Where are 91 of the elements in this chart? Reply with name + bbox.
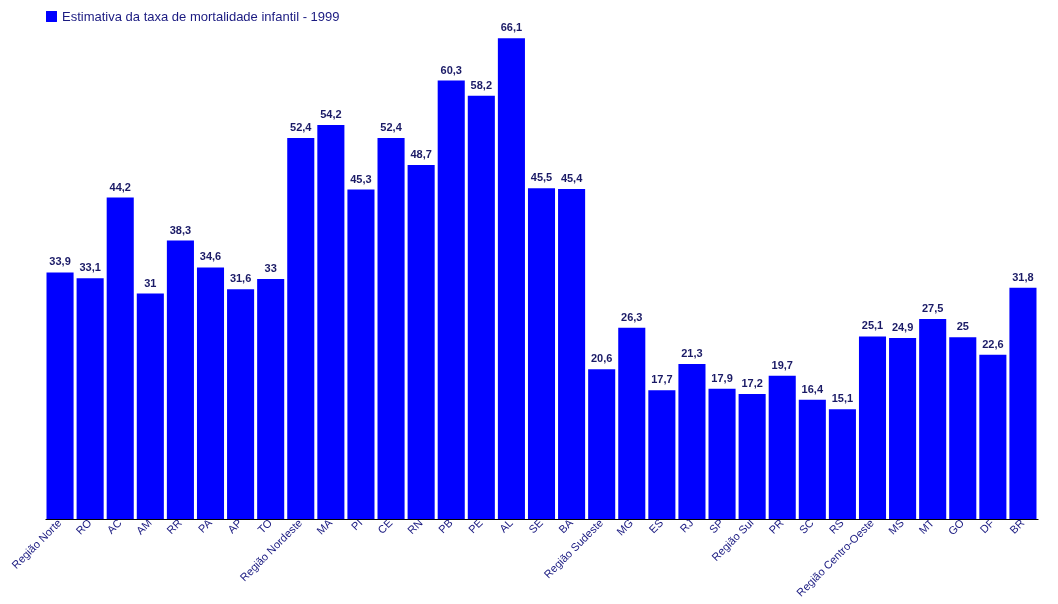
data-label: 31 xyxy=(144,276,157,289)
data-label: 45,3 xyxy=(350,172,372,185)
x-tick-label: AC xyxy=(104,516,124,536)
bar xyxy=(106,197,134,519)
bar xyxy=(76,278,104,519)
x-tick-label: PR xyxy=(766,516,786,536)
x-tick-label: AM xyxy=(133,516,154,537)
x-tick-label: SC xyxy=(796,516,816,536)
x-tick-label: ES xyxy=(646,516,666,536)
x-tick-label: MT xyxy=(916,516,937,537)
data-label: 24,9 xyxy=(891,320,914,333)
data-label: 52,4 xyxy=(380,120,403,133)
bar xyxy=(437,80,465,519)
x-tick-label: SE xyxy=(526,516,546,536)
data-label: 17,2 xyxy=(741,376,763,389)
bar xyxy=(257,279,285,519)
bar xyxy=(317,124,345,519)
data-label: 25 xyxy=(956,320,969,333)
data-label: 33 xyxy=(264,262,277,275)
x-tick-label: RR xyxy=(164,516,184,537)
bar xyxy=(708,388,736,519)
x-tick-label: RN xyxy=(404,516,425,537)
x-tick-label: DF xyxy=(977,516,997,536)
bar xyxy=(558,188,586,519)
x-tick-label: MS xyxy=(885,516,907,537)
x-tick-label: RO xyxy=(73,516,94,537)
data-label: 34,6 xyxy=(199,250,222,263)
bar xyxy=(738,393,766,519)
data-label: 17,9 xyxy=(711,371,733,384)
data-label: 58,2 xyxy=(470,78,493,91)
data-label: 52,4 xyxy=(290,120,313,133)
bar xyxy=(136,293,164,519)
x-tick-label: CE xyxy=(375,516,395,536)
bar xyxy=(858,336,887,519)
bar xyxy=(768,375,796,519)
data-label: 66,1 xyxy=(500,21,523,34)
x-tick-label: PA xyxy=(195,516,215,535)
data-label: 19,7 xyxy=(771,358,793,371)
bar xyxy=(227,289,255,519)
bar xyxy=(46,272,74,519)
x-tick-label: AP xyxy=(225,516,245,536)
data-label: 21,3 xyxy=(681,347,703,360)
data-label: 54,2 xyxy=(320,107,342,120)
x-tick-label: MA xyxy=(314,516,335,537)
data-label: 16,4 xyxy=(801,382,824,395)
x-tick-label: AL xyxy=(496,516,515,535)
data-label: 33,9 xyxy=(49,255,71,268)
bar xyxy=(828,409,856,519)
data-label: 17,7 xyxy=(651,373,673,386)
bar xyxy=(678,364,706,519)
data-label: 45,5 xyxy=(530,171,553,184)
bar xyxy=(166,240,194,519)
data-label: 48,7 xyxy=(410,147,432,160)
data-label: 27,5 xyxy=(921,302,944,315)
bar xyxy=(527,188,556,519)
x-tick-label: PI xyxy=(348,516,365,533)
bar xyxy=(287,137,315,519)
bar xyxy=(979,354,1007,519)
x-tick-label: MG xyxy=(614,516,636,538)
bar xyxy=(407,164,435,519)
data-label: 60,3 xyxy=(440,63,462,76)
data-label: 31,8 xyxy=(1012,270,1034,283)
data-label: 25,1 xyxy=(861,319,884,332)
bar xyxy=(889,337,917,519)
bar xyxy=(1009,287,1037,519)
data-label: 15,1 xyxy=(831,392,854,405)
data-label: 22,6 xyxy=(982,337,1004,350)
bar xyxy=(949,337,977,519)
x-tick-label: PB xyxy=(435,516,455,536)
bar xyxy=(798,399,826,519)
data-label: 20,6 xyxy=(590,352,613,365)
data-label: 44,2 xyxy=(109,180,131,193)
bar xyxy=(588,369,616,519)
data-label: 33,1 xyxy=(79,261,101,274)
bar xyxy=(497,38,525,519)
data-label: 26,3 xyxy=(621,310,643,323)
bar xyxy=(347,189,375,519)
x-tick-label: PE xyxy=(465,516,485,536)
data-label: 38,3 xyxy=(169,223,192,236)
bar xyxy=(467,95,495,519)
legend-label: Estimativa da taxa de mortalidade infantil - 1999 xyxy=(62,8,340,24)
bar xyxy=(648,390,676,519)
data-label: 31,6 xyxy=(229,272,252,285)
x-tick-label: GO xyxy=(945,516,967,538)
bar xyxy=(196,267,225,519)
bar xyxy=(377,137,405,519)
x-tick-label: SP xyxy=(706,516,726,536)
x-tick-label: BR xyxy=(1007,516,1027,536)
bar xyxy=(919,319,947,519)
data-label: 45,4 xyxy=(560,171,584,184)
bar xyxy=(618,327,646,519)
